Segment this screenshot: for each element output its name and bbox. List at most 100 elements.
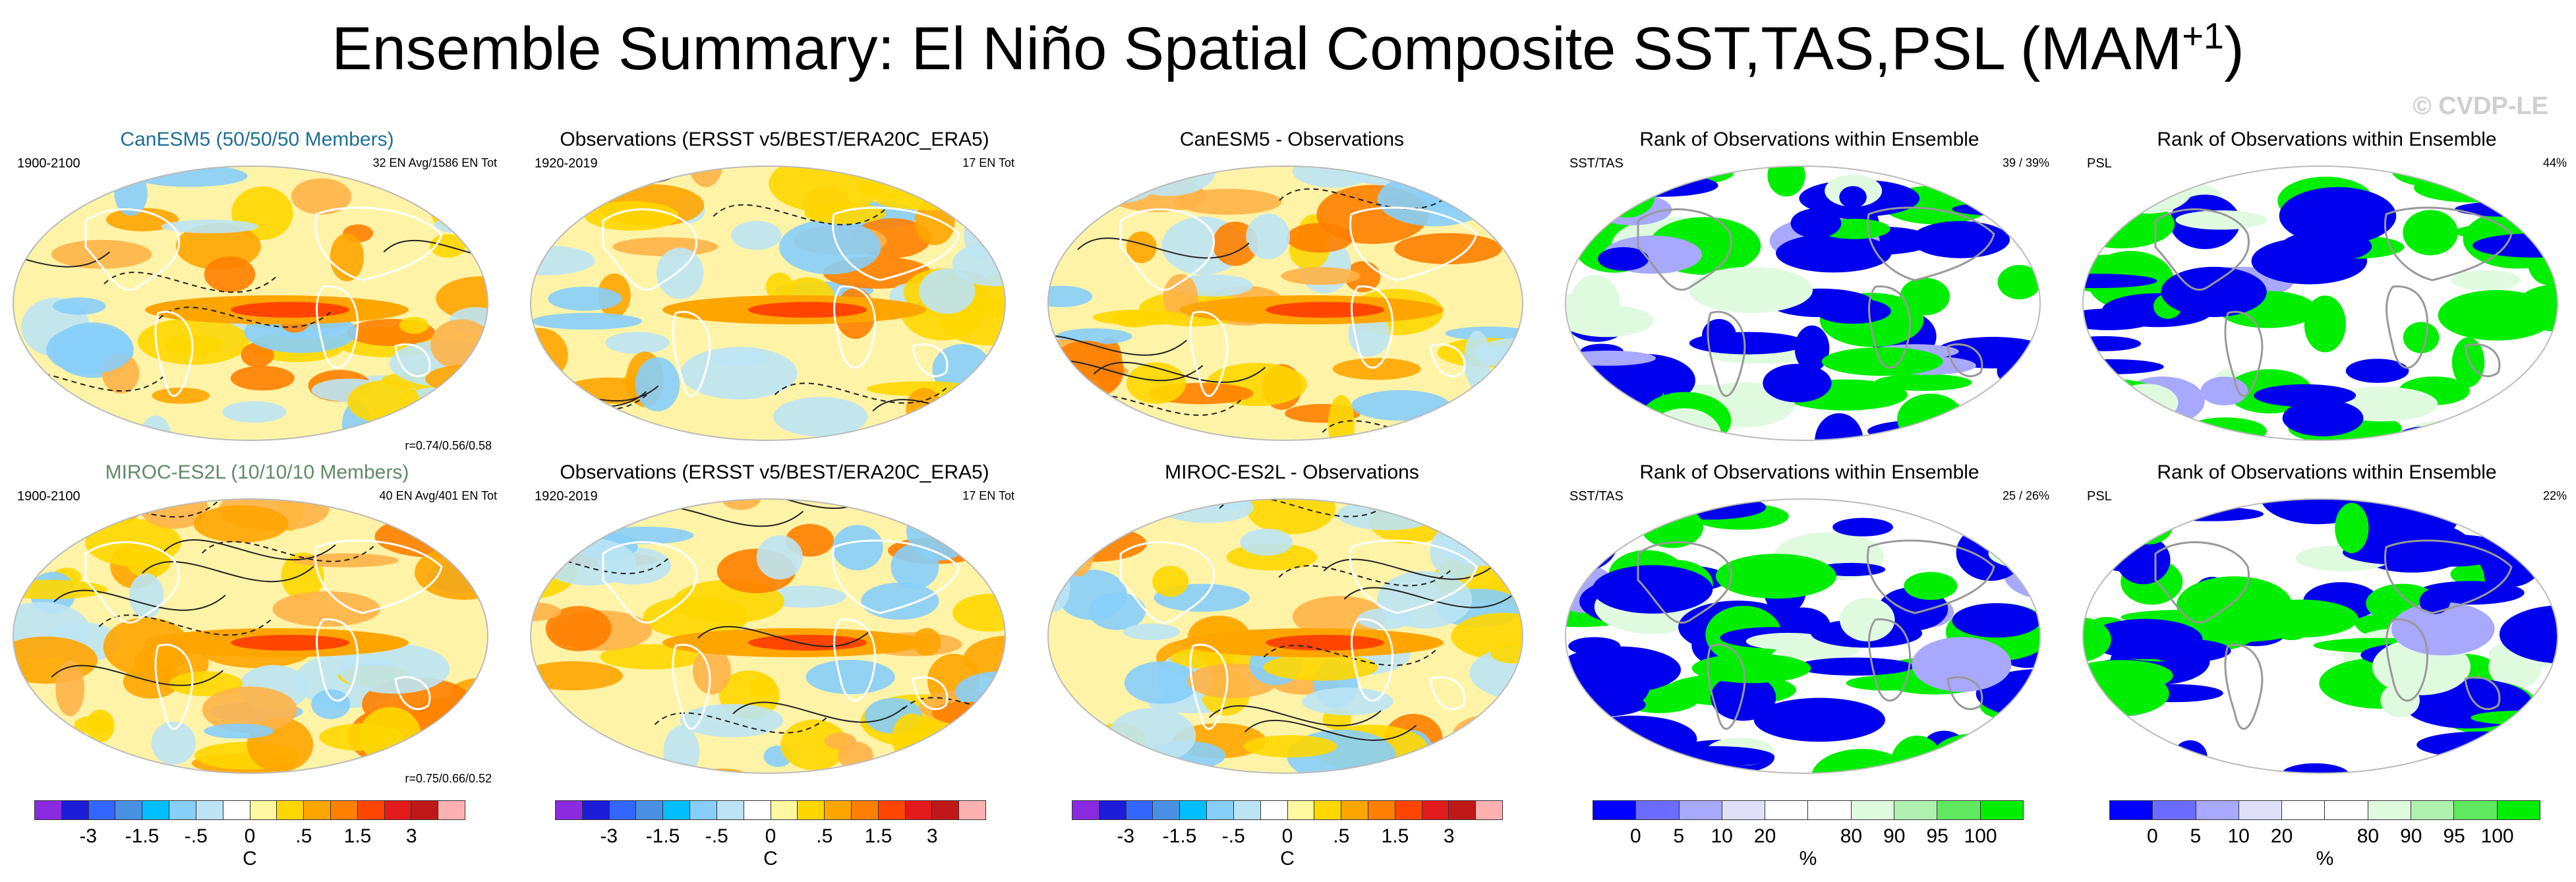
panel-rank-psl-2: Rank of Observations within Ensemble PSL… (2076, 461, 2576, 791)
panel-observations-1: Observations (ERSST v5/BEST/ERA20C_ERA5)… (524, 129, 1025, 458)
field-patch (169, 671, 243, 697)
field-patch (151, 721, 196, 765)
psl-contour (158, 307, 331, 328)
field-patch (635, 357, 680, 412)
field-patch (1048, 285, 1093, 307)
map-border (1047, 498, 1523, 774)
psl-contour (1077, 237, 1250, 259)
field-patch (2083, 499, 2145, 537)
field-patch (1246, 499, 1336, 535)
colorbar-tick-label: 95 (2443, 825, 2465, 847)
field-patch (885, 429, 933, 440)
psl-contour (732, 701, 905, 723)
colorbar-box (1153, 801, 1181, 819)
field-patch (55, 661, 85, 717)
colorbar-tick-label: .5 (816, 825, 833, 847)
field-patch (1815, 298, 1891, 324)
field-patch (2176, 576, 2293, 634)
field-patch (1839, 186, 1867, 208)
field-patch (1767, 166, 1805, 197)
colorbar-tick-label: .5 (1333, 825, 1350, 847)
coastline (912, 676, 949, 711)
map-border (1565, 165, 2041, 441)
field-patch (1571, 715, 1697, 763)
field-patch (2103, 166, 2194, 214)
field-patch (773, 397, 868, 437)
psl-contour (1244, 719, 1417, 741)
coastline (2386, 618, 2429, 702)
field-patch (584, 201, 679, 231)
field-patch (272, 591, 381, 627)
coastline (912, 343, 949, 378)
panel-miroc: MIROC-ES2L (10/10/10 Members) 1900-2100 … (7, 461, 508, 791)
panel-variable: SST/TAS (1569, 489, 1624, 504)
field-patch (152, 387, 210, 404)
field-patch (1174, 189, 1282, 215)
colorbar-box (771, 801, 798, 819)
field-patch (1377, 171, 1492, 227)
coastline (314, 206, 443, 281)
field-patch (1394, 233, 1502, 264)
equatorial-anomaly-core (1266, 302, 1384, 318)
colorbar-box (1765, 801, 1809, 819)
field-patch (552, 416, 582, 440)
colorbar-tick-label: 5 (1673, 825, 1685, 847)
psl-contour (713, 204, 885, 225)
panel-title: Observations (ERSST v5/BEST/ERA20C_ERA5) (560, 461, 989, 483)
field-patch (1243, 735, 1337, 758)
colorbar-box (932, 801, 960, 819)
field-patch (291, 178, 352, 215)
colorbar-tick-label: 20 (2270, 825, 2293, 847)
field-patch (1332, 358, 1421, 380)
colorbar-box (1851, 801, 1895, 819)
field-patch (2416, 731, 2547, 758)
colorbar-box (851, 801, 879, 819)
field-patch (1997, 173, 2040, 206)
field-patch (2093, 169, 2146, 214)
colorbar-box (1449, 801, 1477, 819)
colorbar-tick-label: -.5 (1221, 825, 1245, 847)
colorbar-tick-label: 1.5 (343, 825, 372, 847)
field-patch (1123, 623, 1180, 641)
field-patch (221, 401, 287, 423)
map-observations-2 (530, 498, 1006, 774)
colorbar-box (438, 801, 465, 819)
colorbar-box (277, 801, 305, 819)
field-patch (1127, 362, 1186, 404)
field-patch (161, 220, 258, 233)
field-patch (1776, 233, 1892, 273)
field-patch (1794, 325, 1830, 372)
map-field (1048, 166, 1523, 440)
field-patch (1345, 261, 1381, 293)
field-patch (1796, 657, 1914, 676)
coastline (832, 206, 960, 281)
coastline (394, 343, 431, 378)
psl-contour (1278, 565, 1451, 587)
map-field (531, 499, 1005, 773)
map-field (1566, 499, 2040, 773)
field-patch (1566, 417, 1668, 440)
coastline (672, 310, 711, 397)
map-border (1047, 165, 1523, 441)
field-patch (2462, 166, 2558, 200)
colorbar-box (357, 801, 385, 819)
field-patch (359, 707, 422, 765)
coastline (1351, 285, 1394, 369)
colorbar-box (88, 801, 116, 819)
field-patch (1745, 633, 1831, 650)
colorbar-box (1937, 801, 1981, 819)
colorbar-tick-label: -.5 (705, 825, 728, 847)
field-patch (1597, 247, 1649, 271)
field-patch (1351, 390, 1450, 421)
equatorial-anomaly-core (231, 635, 349, 651)
field-patch (548, 286, 622, 311)
equatorial-anomaly-core (1266, 635, 1384, 651)
field-patch (193, 505, 289, 543)
field-patch (952, 241, 1005, 287)
colorbar-tick-label: 0 (2147, 825, 2158, 847)
map-field (1566, 166, 2040, 440)
colorbar-box (2368, 801, 2412, 819)
colorbar-unit: % (2316, 848, 2334, 869)
colorbar-tick-label: 1.5 (1381, 825, 1409, 847)
field-patch (1057, 570, 1127, 620)
